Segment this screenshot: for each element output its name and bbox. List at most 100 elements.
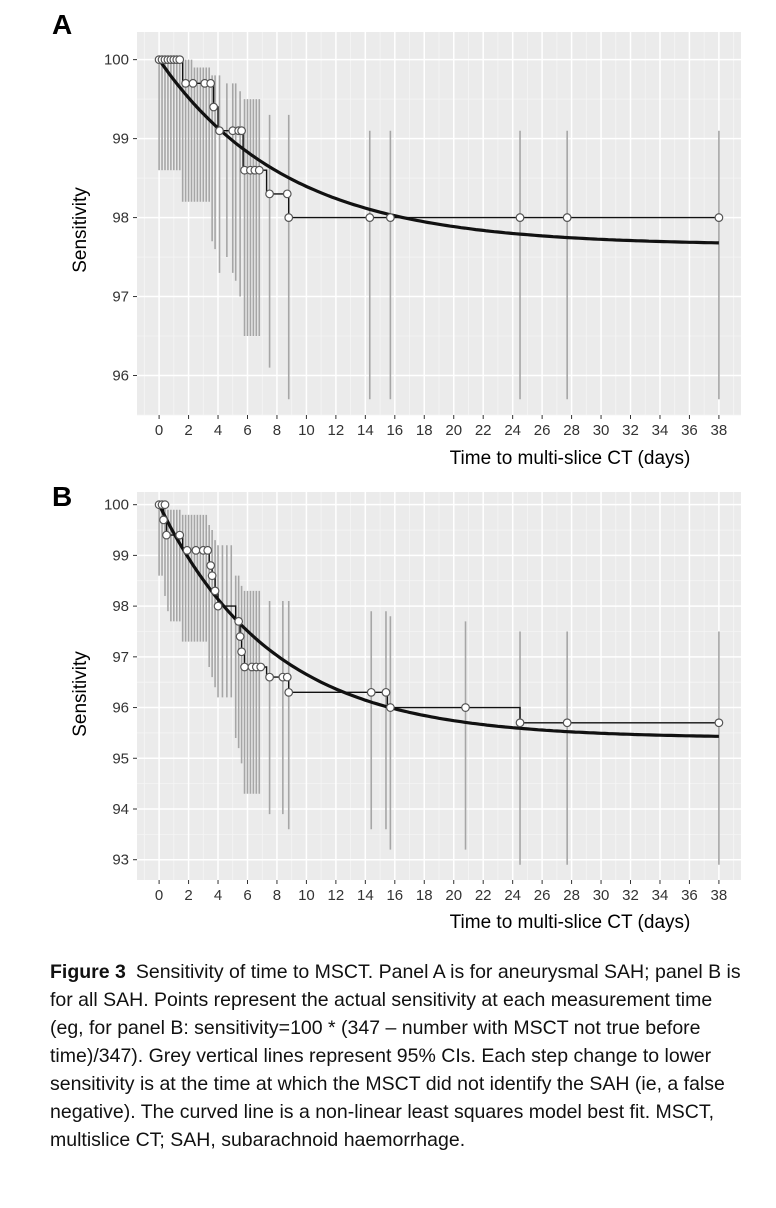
panel-a-x-tick-label: 14 <box>357 422 374 439</box>
figure-caption: Figure 3 Sensitivity of time to MSCT. Pan… <box>50 958 750 1154</box>
panel-b-y-tick-label: 99 <box>112 547 129 564</box>
panel-a-data-point <box>181 78 191 88</box>
panel-b-data-point <box>237 647 246 657</box>
panel-a-y-tick-label: 96 <box>112 368 129 385</box>
panel-a: A Time to multi-slice CT (days) Sensitiv… <box>52 9 741 469</box>
panel-a-letter: A <box>52 9 72 40</box>
panel-b: B Time to multi-slice CT (days) Sensitiv… <box>52 481 741 933</box>
panel-b-y-tick-label: 100 <box>104 497 129 514</box>
panel-a-data-point <box>265 189 274 199</box>
panel-b-data-point <box>210 586 220 596</box>
panel-a-x-tick-label: 10 <box>298 422 315 439</box>
panel-a-y-tick-label: 99 <box>112 131 129 148</box>
panel-b-y-tick-label: 95 <box>112 750 129 767</box>
panel-b-y-tick-label: 97 <box>112 649 129 666</box>
figure-label: Figure 3 <box>50 961 126 983</box>
panel-b-y-tick-label: 96 <box>112 700 129 717</box>
panel-a-y-tick-label: 100 <box>104 52 129 69</box>
panel-b-x-tick-label: 36 <box>681 887 698 904</box>
panel-b-y-axis-title: Sensitivity <box>70 651 91 737</box>
panel-b-x-tick-label: 14 <box>357 887 374 904</box>
panel-b-data-point <box>385 703 395 712</box>
panel-b-x-tick-label: 0 <box>155 887 163 904</box>
panel-b-data-point <box>282 672 292 682</box>
panel-a-fit-curve <box>157 58 719 245</box>
panel-a-y-axis-title: Sensitivity <box>70 187 91 273</box>
panel-b-x-tick-label: 24 <box>504 887 521 904</box>
panel-b-y-tick-label: 98 <box>112 598 129 615</box>
panel-a-x-axis-title: Time to multi-slice CT (days) <box>450 448 691 469</box>
panel-a-x-tick-label: 30 <box>593 422 610 439</box>
panel-b-x-tick-label: 10 <box>298 887 315 904</box>
panel-a-x-tick-label: 0 <box>155 422 163 439</box>
panel-b-data-point <box>203 545 213 555</box>
panel-a-data-point <box>206 78 216 88</box>
panel-b-x-tick-label: 26 <box>534 887 551 904</box>
panel-b-data-point <box>191 545 201 555</box>
panel-b-data-point <box>206 561 216 570</box>
panel-b-data-point <box>207 571 217 581</box>
panel-a-x-tick-label: 24 <box>504 422 521 439</box>
panel-b-letter: B <box>52 481 72 512</box>
panel-b-x-tick-label: 4 <box>214 887 222 904</box>
panel-b-x-tick-label: 30 <box>593 887 610 904</box>
panel-b-x-tick-label: 16 <box>386 887 403 904</box>
panel-a-y-tick-label: 98 <box>112 210 129 227</box>
panel-b-x-tick-label: 8 <box>273 887 281 904</box>
panel-b-data-point <box>182 545 192 555</box>
panel-b-data-point <box>284 687 294 697</box>
panel-a-data-point <box>188 78 198 88</box>
panel-b-data-point <box>265 672 274 682</box>
panel-a-x-tick-label: 20 <box>445 422 462 439</box>
panel-a-data-point <box>562 213 572 222</box>
panel-a-x-tick-label: 18 <box>416 422 433 439</box>
panel-b-data-point <box>562 718 572 728</box>
panel-a-x-tick-label: 6 <box>243 422 251 439</box>
panel-b-data-point <box>175 530 185 540</box>
panel-b-data-point <box>366 687 376 697</box>
panel-a-data-point <box>515 213 525 222</box>
panel-b-data-point <box>240 662 249 672</box>
panel-a-x-tick-label: 8 <box>273 422 281 439</box>
panel-b-x-tick-label: 32 <box>622 887 639 904</box>
panel-b-fit-curve <box>157 503 719 738</box>
panel-b-y-tick-label: 93 <box>112 852 129 869</box>
panel-a-x-tick-label: 34 <box>652 422 669 439</box>
panel-a-x-tick-label: 2 <box>184 422 192 439</box>
panel-a-x-tick-label: 36 <box>681 422 698 439</box>
panel-b-x-tick-label: 22 <box>475 887 492 904</box>
panel-a-y-tick-label: 97 <box>112 289 129 306</box>
panel-b-data-point <box>235 632 245 641</box>
panel-b-data-point <box>714 718 724 728</box>
panel-b-x-tick-label: 20 <box>445 887 462 904</box>
panel-b-x-tick-label: 28 <box>563 887 580 904</box>
panel-a-data-point <box>209 102 219 112</box>
panel-b-data-point <box>213 601 223 611</box>
caption-text: Sensitivity of time to MSCT. Panel A is … <box>50 961 741 1151</box>
panel-a-x-tick-label: 4 <box>214 422 222 439</box>
panel-a-x-tick-label: 16 <box>386 422 403 439</box>
panel-b-data-point <box>381 687 391 697</box>
panel-a-data-point <box>282 189 292 199</box>
panel-a-x-tick-label: 32 <box>622 422 639 439</box>
panel-b-data-point <box>515 718 525 728</box>
panel-a-data-point <box>385 213 395 222</box>
panel-b-data-point <box>162 530 171 540</box>
panel-a-data-point <box>365 213 375 222</box>
panel-b-data-point <box>461 703 470 712</box>
panel-a-x-tick-label: 38 <box>711 422 728 439</box>
panel-a-data-point <box>237 126 246 136</box>
panel-b-x-tick-label: 6 <box>243 887 251 904</box>
panel-a-x-tick-label: 26 <box>534 422 551 439</box>
panel-a-data-point <box>714 213 724 222</box>
panel-a-x-tick-label: 28 <box>563 422 580 439</box>
panel-a-data-point <box>215 126 224 136</box>
panel-a-x-tick-label: 12 <box>328 422 345 439</box>
panel-a-data-point <box>254 165 264 175</box>
panel-b-data-point <box>159 515 168 525</box>
panel-b-data-point <box>234 616 244 626</box>
panel-a-x-tick-label: 22 <box>475 422 492 439</box>
panel-b-x-tick-label: 12 <box>328 887 345 904</box>
panel-b-x-tick-label: 38 <box>711 887 728 904</box>
